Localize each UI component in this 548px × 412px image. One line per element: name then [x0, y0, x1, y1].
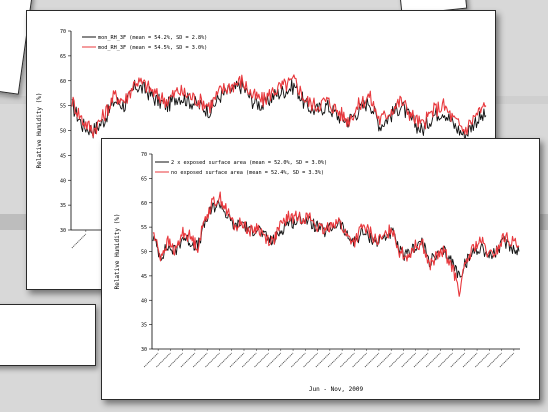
- y-tick-label: 55: [141, 225, 147, 231]
- y-tick-label: 45: [60, 153, 66, 159]
- series-line-2: [71, 74, 487, 138]
- x-tick-label-glyphs: [340, 352, 355, 368]
- y-tick-label: 65: [60, 54, 66, 60]
- x-tick-label-glyphs: [475, 352, 490, 368]
- y-tick-label: 50: [60, 129, 66, 135]
- y-tick-label: 45: [141, 274, 147, 280]
- x-tick-label-glyphs: [438, 352, 453, 368]
- x-tick-label-glyphs: [241, 352, 257, 368]
- legend-entry-1: mon_RH_3F (mean = 54.2%, SD = 2.8%): [98, 35, 207, 41]
- y-tick-label: 70: [60, 29, 66, 35]
- y-tick-label: 30: [60, 228, 66, 234]
- legend-entry-2: no exposed surface area (mean = 52.4%, S…: [171, 170, 324, 176]
- x-tick-label-glyphs: [450, 352, 466, 368]
- x-tick-label-glyphs: [413, 352, 429, 368]
- chart-card-front: 30 35 40 45 50 55 60 65 70 Relative Humidity (%) J…: [101, 138, 540, 400]
- x-tick-label-glyphs: [217, 352, 233, 368]
- x-axis-label: Jun - Nov, 2009: [309, 386, 364, 393]
- x-tick-label-glyphs: [315, 352, 331, 368]
- x-tick-label-glyphs: [364, 352, 380, 368]
- x-tick-label-glyphs: [291, 352, 306, 368]
- y-tick-label: 70: [141, 152, 147, 158]
- y-tick-label: 30: [141, 347, 147, 353]
- y-tick-label: 35: [60, 203, 66, 209]
- paper-scrap: [0, 304, 96, 366]
- x-tick-label-glyphs: [376, 352, 392, 368]
- y-axis-label: Relative Humidity (%): [114, 214, 121, 290]
- x-tick-label-glyphs: [401, 352, 417, 368]
- x-tick-label-glyphs: [389, 352, 404, 368]
- y-tick-label: 35: [141, 323, 147, 329]
- legend-entry-1: 2 x exposed surface area (mean = 52.0%, …: [171, 160, 327, 166]
- y-tick-label: 65: [141, 176, 147, 182]
- y-tick-label: 60: [60, 79, 66, 85]
- series-line-1: [152, 199, 520, 279]
- x-tick-label-glyphs: [192, 352, 208, 368]
- x-tick-label-glyphs: [303, 352, 318, 368]
- x-tick-label-glyphs: [499, 352, 515, 368]
- x-tick-label-glyphs: [143, 352, 159, 368]
- x-tick-label-glyphs: [254, 352, 269, 368]
- x-tick-label-glyphs: [180, 352, 196, 368]
- x-tick-label-glyphs: [278, 352, 294, 368]
- x-tick-label-glyphs: [205, 352, 220, 368]
- x-tick-label-glyphs: [168, 352, 183, 368]
- x-tick-label-glyphs: [71, 233, 87, 249]
- series-line-2: [152, 191, 520, 297]
- x-tick-label-glyphs: [229, 352, 245, 368]
- y-tick-label: 50: [141, 250, 147, 256]
- y-tick-label: 40: [60, 178, 66, 184]
- humidity-chart-front: 30 35 40 45 50 55 60 65 70 Relative Humidity (%) J…: [114, 152, 520, 393]
- x-tick-label-glyphs: [327, 352, 343, 368]
- legend-entry-2: mod_RH_3F (mean = 54.5%, SD = 3.0%): [98, 45, 207, 51]
- y-tick-label: 40: [141, 298, 147, 304]
- y-tick-label: 60: [141, 201, 147, 207]
- x-tick-label-glyphs: [425, 352, 441, 368]
- x-tick-label-glyphs: [156, 352, 171, 368]
- x-tick-label-glyphs: [487, 352, 502, 368]
- y-axis-label: Relative Humidity (%): [36, 93, 43, 169]
- y-tick-label: 55: [60, 104, 66, 110]
- series-line-1: [71, 78, 487, 143]
- x-tick-label-glyphs: [266, 352, 282, 368]
- x-tick-label-glyphs: [352, 352, 367, 368]
- x-tick-label-glyphs: [462, 352, 478, 368]
